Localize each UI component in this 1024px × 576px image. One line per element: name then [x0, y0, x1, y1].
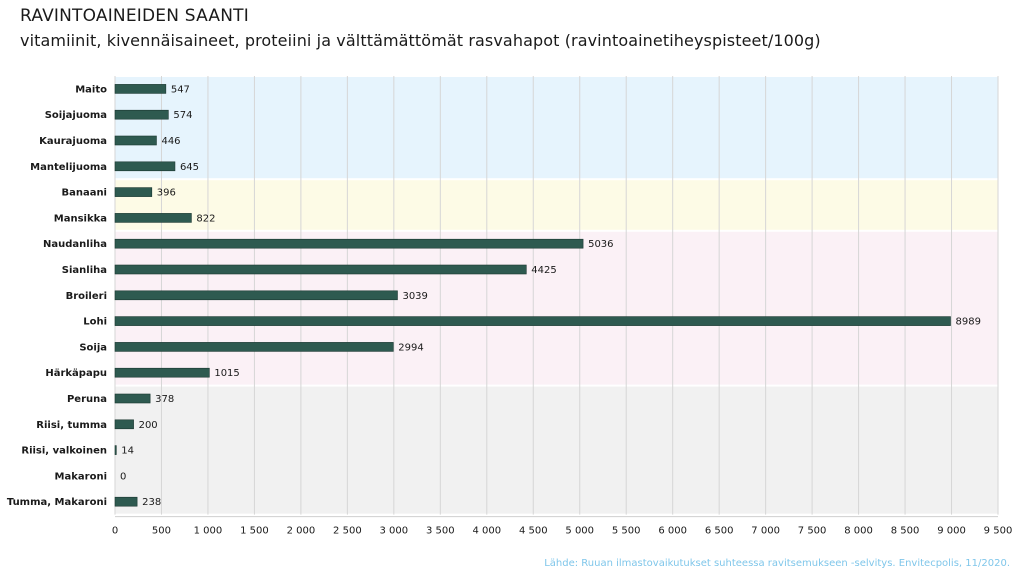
- x-tick-label-3: 1 500: [240, 526, 269, 537]
- bar-9: [114, 316, 951, 326]
- category-label-0: Maito: [75, 84, 107, 95]
- value-label-13: 200: [139, 420, 158, 431]
- bar-13: [114, 419, 134, 430]
- value-label-4: 396: [157, 188, 176, 199]
- bar-4: [114, 187, 153, 197]
- x-tick-label-7: 3 500: [426, 526, 455, 537]
- value-label-8: 3039: [402, 291, 427, 302]
- x-tick-label-10: 5 000: [565, 526, 594, 537]
- value-label-7: 4425: [531, 265, 556, 276]
- value-label-12: 378: [155, 394, 174, 405]
- bar-14: [114, 445, 117, 455]
- bar-10: [114, 342, 394, 352]
- category-label-15: Makaroni: [55, 471, 107, 482]
- category-label-8: Broileri: [66, 291, 107, 302]
- value-label-10: 2994: [398, 342, 423, 353]
- category-label-2: Kaurajuoma: [39, 136, 107, 147]
- value-label-9: 8989: [956, 317, 981, 328]
- x-tick-label-13: 6 500: [705, 526, 734, 537]
- x-tick-label-19: 9 500: [984, 526, 1013, 537]
- x-tick-label-17: 8 500: [891, 526, 920, 537]
- group-band-1: [115, 180, 998, 230]
- x-tick-label-15: 7 500: [798, 526, 827, 537]
- value-label-6: 5036: [588, 239, 613, 250]
- value-label-3: 645: [180, 162, 199, 173]
- group-band-3: [115, 386, 998, 514]
- x-tick-label-16: 8 000: [844, 526, 873, 537]
- value-label-11: 1015: [214, 368, 239, 379]
- category-label-14: Riisi, valkoinen: [21, 446, 107, 457]
- category-label-4: Banaani: [61, 188, 107, 199]
- x-tick-label-18: 9 000: [937, 526, 966, 537]
- category-label-6: Naudanliha: [43, 239, 107, 250]
- bar-7: [114, 264, 527, 275]
- x-tick-label-0: 0: [112, 526, 118, 537]
- x-tick-label-5: 2 500: [333, 526, 362, 537]
- bar-8: [114, 290, 398, 301]
- value-label-16: 238: [142, 497, 161, 508]
- category-label-9: Lohi: [83, 317, 107, 328]
- x-tick-label-11: 5 500: [612, 526, 641, 537]
- group-band-2: [115, 231, 998, 385]
- category-label-13: Riisi, tumma: [36, 420, 107, 431]
- bar-5: [114, 213, 192, 223]
- x-tick-label-14: 7 000: [751, 526, 780, 537]
- x-tick-label-2: 1 000: [194, 526, 223, 537]
- value-label-15: 0: [120, 471, 126, 482]
- category-label-1: Soijajuoma: [45, 110, 107, 121]
- bar-12: [114, 393, 151, 404]
- bar-2: [114, 135, 157, 146]
- value-label-14: 14: [121, 446, 134, 457]
- group-band-0: [115, 77, 998, 179]
- category-label-12: Peruna: [67, 394, 107, 405]
- x-tick-label-4: 2 000: [287, 526, 316, 537]
- x-tick-label-1: 500: [152, 526, 171, 537]
- bar-3: [114, 161, 176, 172]
- value-label-0: 547: [171, 84, 190, 95]
- bar-1: [114, 109, 169, 120]
- chart-title: RAVINTOAINEIDEN SAANTI: [20, 6, 249, 26]
- category-label-5: Mansikka: [54, 213, 107, 224]
- value-label-1: 574: [173, 110, 192, 121]
- category-label-16: Tumma, Makaroni: [7, 497, 107, 508]
- bar-6: [114, 238, 584, 249]
- value-label-2: 446: [161, 136, 180, 147]
- category-label-3: Mantelijuoma: [30, 162, 107, 173]
- category-label-11: Härkäpapu: [45, 368, 107, 379]
- source-note: Lähde: Ruuan ilmastovaikutukset suhteess…: [544, 558, 1010, 569]
- category-label-10: Soija: [79, 342, 107, 353]
- x-tick-label-6: 3 000: [380, 526, 409, 537]
- x-tick-label-12: 6 000: [658, 526, 687, 537]
- value-label-5: 822: [196, 213, 215, 224]
- bar-16: [114, 496, 138, 507]
- category-label-7: Sianliha: [62, 265, 107, 276]
- x-tick-label-9: 4 500: [519, 526, 548, 537]
- chart-subtitle: vitamiinit, kivennäisaineet, proteiini j…: [20, 31, 821, 50]
- bar-11: [114, 367, 210, 378]
- bar-0: [114, 84, 167, 94]
- x-tick-label-8: 4 000: [472, 526, 501, 537]
